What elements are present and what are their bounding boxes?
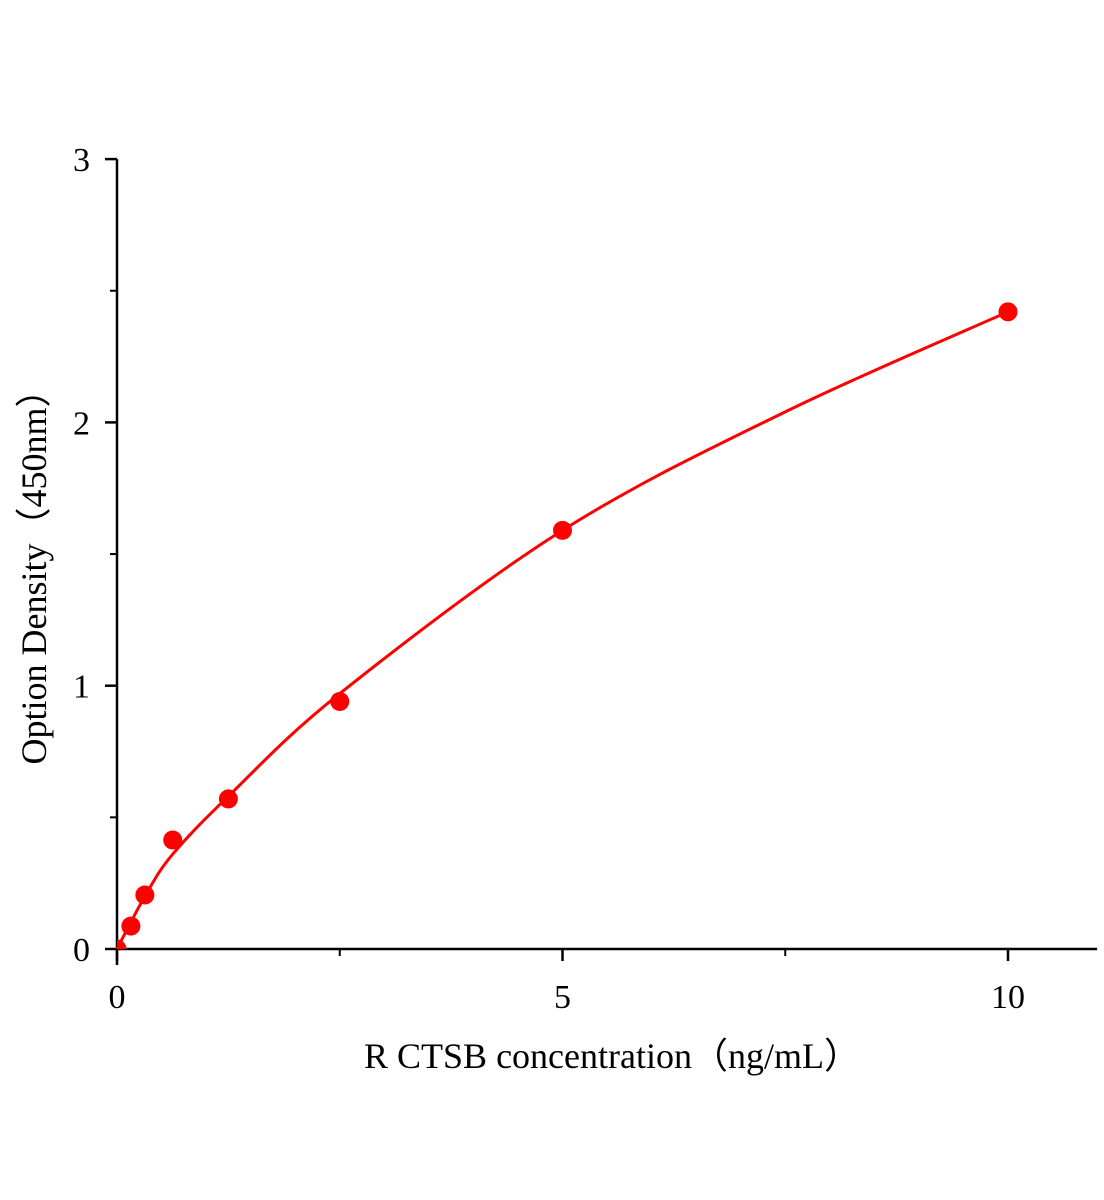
x-axis-label: R CTSB concentration（ng/mL） <box>364 1036 860 1076</box>
data-point <box>998 302 1018 322</box>
data-point <box>121 916 141 936</box>
x-tick-label: 5 <box>554 979 571 1016</box>
y-tick-label: 1 <box>73 669 90 706</box>
data-point <box>218 789 238 809</box>
fit-curve-group <box>115 310 1009 950</box>
data-point <box>163 830 183 850</box>
data-point <box>330 691 350 711</box>
data-points <box>117 302 1018 949</box>
axes <box>115 159 1098 965</box>
fit-curve <box>115 310 1009 950</box>
y-tick-label: 0 <box>73 932 90 969</box>
data-point <box>117 939 127 949</box>
x-tick-label: 10 <box>991 979 1025 1016</box>
y-tick-label: 2 <box>73 405 90 442</box>
y-tick-label: 3 <box>73 142 90 179</box>
data-point <box>135 885 155 905</box>
data-point <box>553 520 572 540</box>
y-axis-label: Option Density（450nm） <box>14 372 54 765</box>
x-tick-label: 0 <box>109 979 126 1016</box>
tick-marks: 0 5 10 0 1 2 3 <box>73 142 1025 1016</box>
